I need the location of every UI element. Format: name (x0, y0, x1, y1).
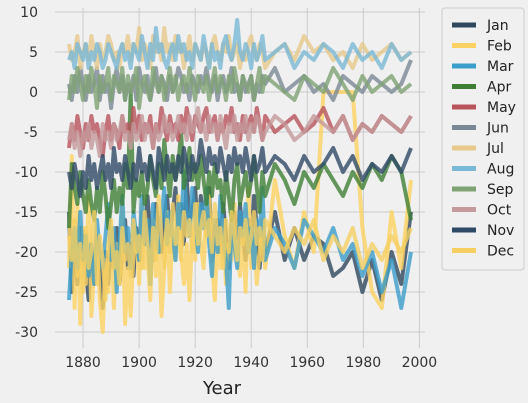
legend-label-dec: Dec (487, 244, 514, 260)
series-line-feb (67, 90, 413, 334)
x-tick-label: 1980 (346, 355, 382, 371)
legend: Jan Feb Mar Apr May Jun Jul Aug Sep Oct Nov Dec (441, 7, 525, 271)
legend-frame (441, 7, 525, 271)
legend-label-nov: Nov (487, 223, 514, 239)
y-tick-label: -25 (15, 285, 38, 301)
legend-label-jun: Jun (486, 121, 509, 137)
series-line-oct (67, 106, 413, 158)
series-line-aug (67, 18, 413, 70)
y-tick-labels: 10 5 0 -5 -10 -15 -20 -25 -30 (15, 5, 38, 341)
x-axis-label: Year (202, 378, 242, 399)
x-tick-label: 1920 (177, 355, 213, 371)
x-tick-label: 1900 (121, 355, 157, 371)
legend-label-jan: Jan (486, 18, 509, 34)
series-lines (67, 18, 413, 334)
legend-label-may: May (487, 100, 516, 116)
y-tick-label: -30 (15, 325, 38, 341)
legend-label-mar: Mar (487, 59, 514, 75)
y-tick-label: 0 (29, 85, 38, 101)
y-tick-label: 5 (29, 45, 38, 61)
series-line-dec (67, 194, 413, 302)
y-tick-label: -5 (24, 125, 38, 141)
legend-label-jul: Jul (486, 141, 504, 157)
y-tick-label: -20 (15, 245, 38, 261)
y-tick-label: 10 (20, 5, 38, 21)
legend-label-aug: Aug (487, 162, 514, 178)
y-tick-label: -10 (15, 165, 38, 181)
legend-label-apr: Apr (487, 80, 511, 96)
x-tick-label: 1940 (233, 355, 269, 371)
x-tick-label: 2000 (402, 355, 438, 371)
x-tick-label: 1880 (65, 355, 101, 371)
legend-label-sep: Sep (487, 182, 514, 198)
legend-label-feb: Feb (487, 39, 512, 55)
legend-label-oct: Oct (487, 203, 512, 219)
x-tick-label: 1960 (289, 355, 325, 371)
y-tick-label: -15 (15, 205, 38, 221)
x-tick-labels: 1880 1900 1920 1940 1960 1980 2000 (65, 355, 437, 371)
series-line-nov (67, 138, 413, 198)
series-line-sep (67, 66, 413, 110)
